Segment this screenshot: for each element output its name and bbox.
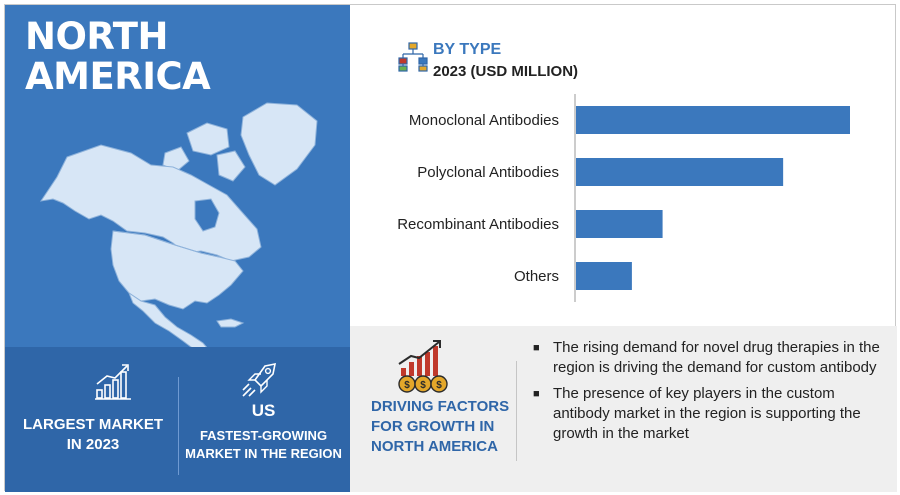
category-label: Recombinant Antibodies bbox=[397, 216, 559, 233]
fastest-growing-label: FASTEST-GROWING MARKET IN THE REGION bbox=[185, 428, 342, 461]
chart-title: BY TYPE bbox=[433, 41, 502, 58]
category-label: Polyclonal Antibodies bbox=[417, 164, 559, 181]
coins-growth-icon: $ $ $ bbox=[398, 340, 448, 393]
bar-growth-icon bbox=[95, 364, 131, 400]
svg-text:$: $ bbox=[420, 380, 426, 391]
stats-divider bbox=[178, 377, 179, 475]
svg-text:$: $ bbox=[404, 380, 410, 391]
drivers-separator bbox=[516, 361, 517, 461]
bar-recombinant-antibodies bbox=[576, 210, 663, 238]
region-panel: NORTH AMERICA LARGEST MARKET IN 2023 bbox=[5, 5, 350, 492]
category-label: Others bbox=[514, 268, 559, 285]
svg-text:$: $ bbox=[436, 380, 442, 391]
bar-others bbox=[576, 262, 632, 290]
infographic-frame: NORTH AMERICA LARGEST MARKET IN 2023 bbox=[4, 4, 897, 492]
region-title-line2: AMERICA bbox=[25, 55, 211, 98]
region-title-line1: NORTH bbox=[25, 15, 168, 58]
drivers-title: DRIVING FACTORS FOR GROWTH IN NORTH AMER… bbox=[371, 398, 510, 455]
bar-polyclonal-antibodies bbox=[576, 158, 784, 186]
rocket-icon bbox=[242, 362, 277, 397]
bullet-icon: ■ bbox=[533, 388, 540, 400]
drivers-panel bbox=[350, 326, 897, 492]
chart-subtitle: 2023 (USD MILLION) bbox=[433, 63, 579, 80]
fastest-country: US bbox=[251, 401, 276, 420]
largest-market-label: LARGEST MARKET IN 2023 bbox=[23, 416, 163, 453]
bullet-icon: ■ bbox=[533, 342, 540, 354]
bar-chart: Monoclonal Antibodies Polyclonal Antibodi… bbox=[397, 94, 850, 302]
bar-monoclonal-antibodies bbox=[576, 106, 850, 134]
drivers-list: ■ The rising demand for novel drug therap… bbox=[533, 338, 883, 450]
driver-item: ■ The presence of key players in the cust… bbox=[533, 385, 861, 442]
driver-item: ■ The rising demand for novel drug therap… bbox=[533, 339, 880, 376]
region-title: NORTH AMERICA bbox=[25, 15, 211, 98]
hierarchy-icon bbox=[398, 42, 428, 72]
north-america-map bbox=[39, 102, 318, 350]
stats-bar bbox=[5, 347, 350, 492]
category-label: Monoclonal Antibodies bbox=[409, 112, 559, 129]
